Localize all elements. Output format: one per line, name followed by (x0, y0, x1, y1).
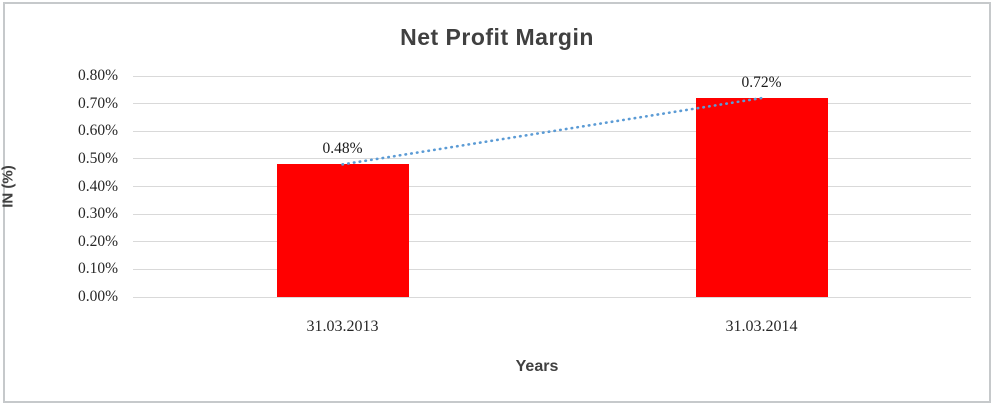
bar (695, 98, 828, 297)
y-tick-label: 0.40% (77, 177, 118, 195)
chart-frame (3, 2, 991, 403)
y-tick-label: 0.00% (77, 288, 118, 305)
bar-data-label: 0.72% (741, 74, 782, 92)
gridline (133, 103, 971, 105)
chart-title: Net Profit Margin (400, 24, 594, 50)
y-axis-title: IN (%) (0, 165, 17, 208)
y-tick-label: 0.30% (77, 205, 118, 223)
gridline (133, 158, 971, 160)
y-tick-label: 0.70% (77, 94, 118, 112)
bar (276, 164, 409, 297)
y-tick-label: 0.80% (77, 67, 118, 84)
x-tick-label: 31.03.2014 (725, 318, 798, 335)
gridline (133, 130, 971, 132)
gridline (133, 241, 971, 243)
gridline (133, 268, 971, 270)
gridline (133, 186, 971, 187)
y-tick-label: 0.20% (77, 232, 118, 250)
y-tick-label: 0.10% (77, 260, 118, 278)
gridline (133, 75, 971, 77)
x-axis-title: Years (515, 358, 559, 375)
gridline (133, 213, 971, 215)
y-tick-label: 0.60% (77, 122, 118, 140)
bar-data-label: 0.48% (322, 140, 363, 158)
y-tick-label: 0.50% (77, 149, 118, 167)
x-tick-label: 31.03.2013 (306, 318, 379, 335)
gridline (133, 296, 971, 298)
